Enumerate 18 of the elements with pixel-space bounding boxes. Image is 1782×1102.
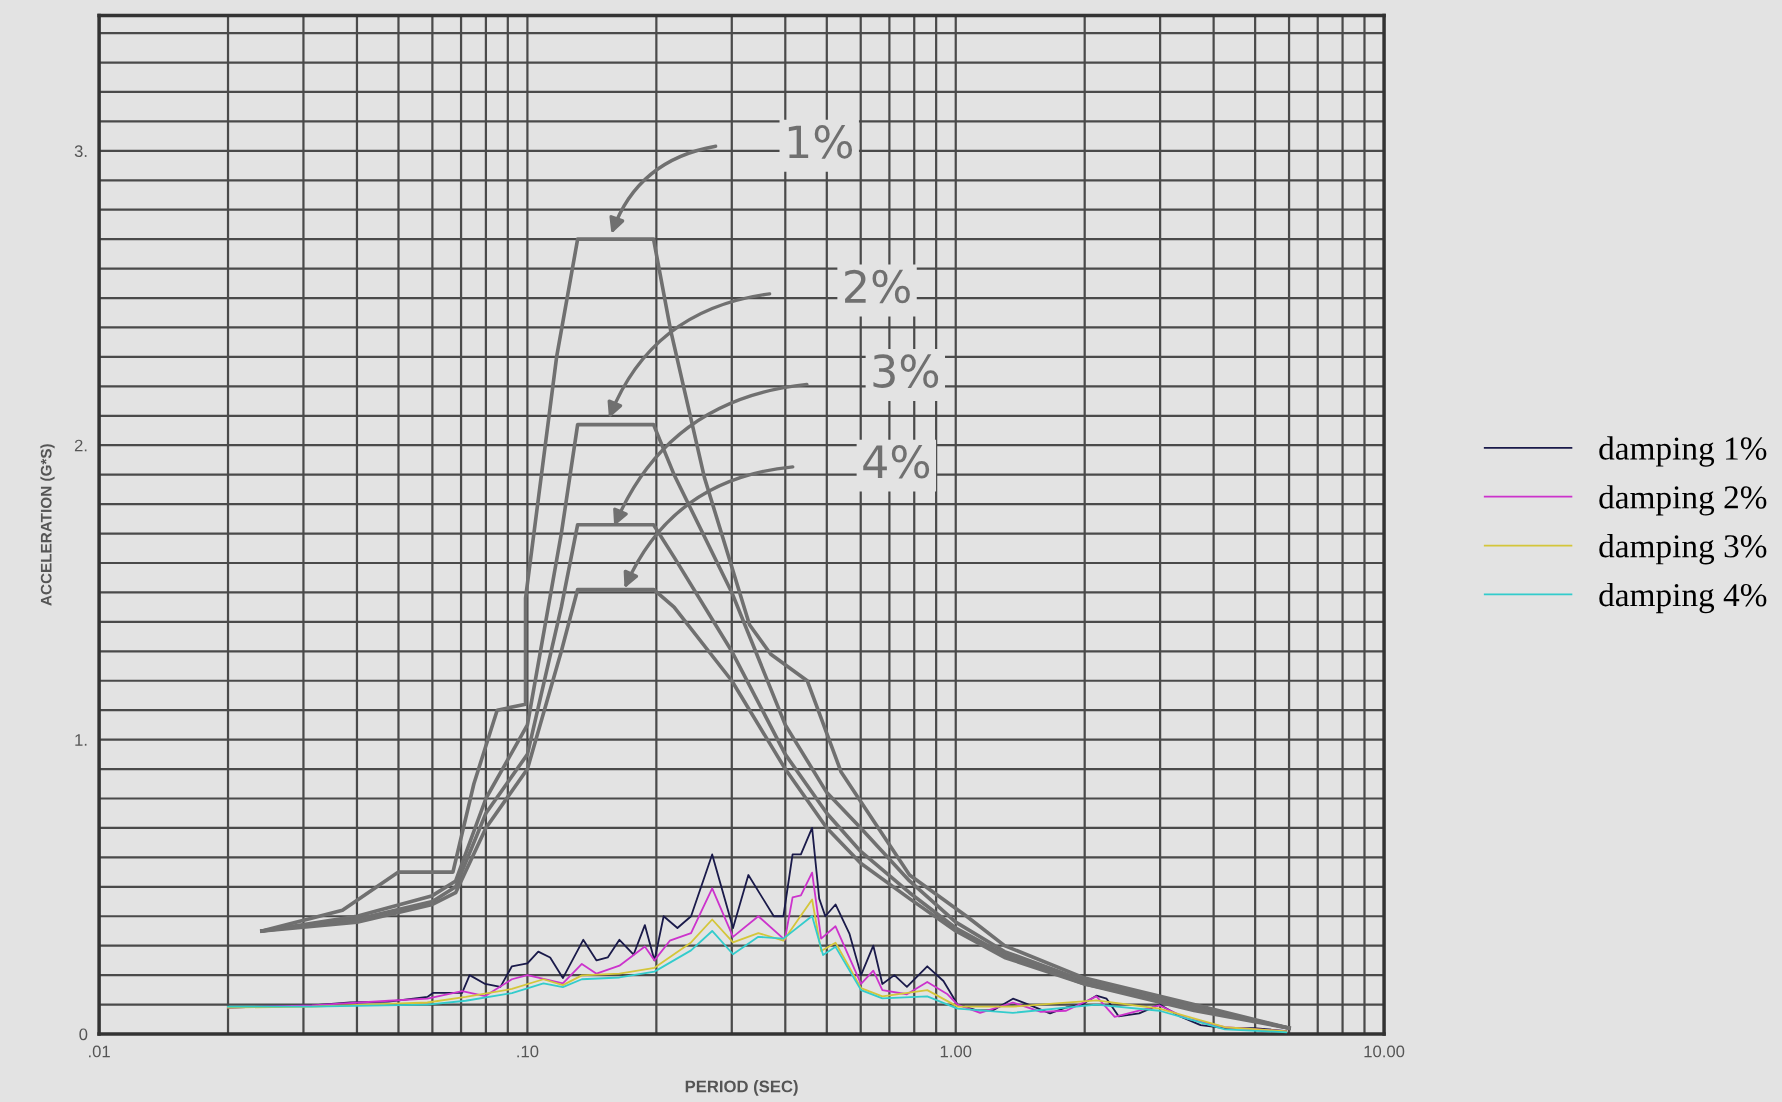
y-tick-label: 3. [74, 145, 87, 158]
y-axis-title: ACCELERATION (G*S) [40, 444, 55, 606]
y-tick-label: 1. [75, 734, 87, 746]
legend-label: damping 4% [1599, 582, 1767, 614]
y-tick-label: 2. [74, 439, 87, 452]
annotation: 4% [863, 444, 930, 479]
x-tick-label: 10.00 [1364, 1045, 1405, 1058]
x-tick-label: .10 [517, 1045, 539, 1058]
legend-label: damping 3% [1599, 534, 1767, 565]
annotation: 1% [788, 125, 853, 159]
x-axis-title: PERIOD (SEC) [685, 1080, 798, 1096]
legend-label: damping 1% [1599, 436, 1767, 467]
legend-label: damping 2% [1599, 485, 1767, 516]
x-tick-label: 1.00 [940, 1045, 972, 1058]
annotation: 3% [873, 354, 939, 388]
y-tick-label: 0 [79, 1028, 88, 1041]
x-tick-label: .01 [89, 1045, 110, 1058]
annotation: 2% [845, 269, 910, 304]
